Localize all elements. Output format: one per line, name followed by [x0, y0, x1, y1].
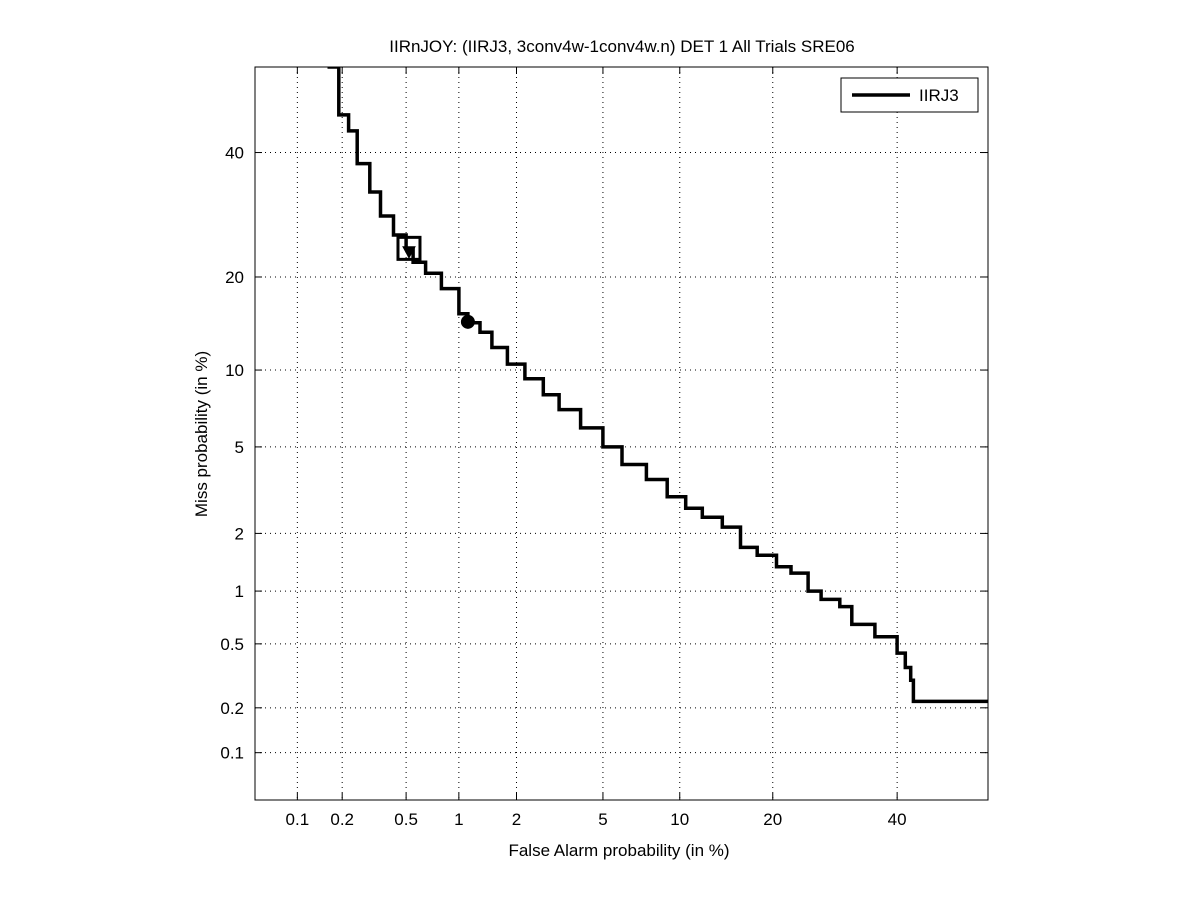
y-tick-label: 0.2 — [220, 699, 244, 718]
y-tick-label: 5 — [235, 438, 244, 457]
chart-title: IIRnJOY: (IIRJ3, 3conv4w-1conv4w.n) DET … — [389, 37, 854, 56]
square-marker — [396, 235, 422, 261]
x-axis-label: False Alarm probability (in %) — [508, 841, 729, 860]
axes-frame — [254, 66, 989, 801]
x-tick-label: 20 — [763, 810, 782, 829]
y-tick-label: 2 — [235, 524, 244, 543]
circle-marker — [460, 314, 475, 329]
y-tick-label: 1 — [235, 582, 244, 601]
y-axis-label: Miss probability (in %) — [192, 351, 211, 517]
y-tick-label: 10 — [225, 361, 244, 380]
legend: IIRJ3 — [840, 77, 979, 113]
y-tick-label: 40 — [225, 144, 244, 163]
y-tick-label: 0.1 — [220, 744, 244, 763]
x-tick-label: 40 — [888, 810, 907, 829]
triangle-marker — [402, 246, 416, 259]
axis-ticks: 0.1 0.2 0.5 1 2 5 10 20 40 0.1 0.2 0.5 1 2 5 10 20 40 — [220, 67, 988, 829]
x-tick-label: 0.2 — [330, 810, 354, 829]
x-tick-label: 10 — [670, 810, 689, 829]
y-tick-label: 0.5 — [220, 635, 244, 654]
grid-lines — [255, 67, 988, 800]
y-tick-label: 20 — [225, 268, 244, 287]
x-tick-label: 2 — [512, 810, 521, 829]
x-tick-label: 1 — [454, 810, 463, 829]
legend-series-label: IIRJ3 — [919, 86, 959, 105]
x-tick-label: 0.1 — [286, 810, 310, 829]
operating-point-markers — [396, 235, 475, 329]
x-tick-label: 0.5 — [394, 810, 418, 829]
x-tick-label: 5 — [598, 810, 607, 829]
